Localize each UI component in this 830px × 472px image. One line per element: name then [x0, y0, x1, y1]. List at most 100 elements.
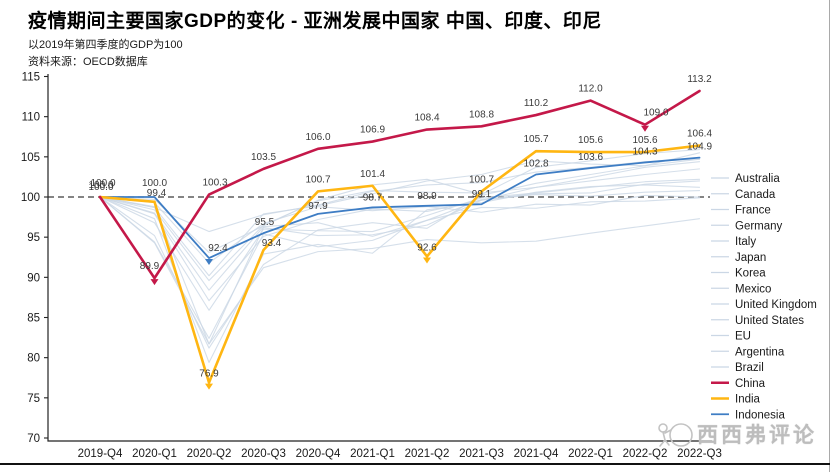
value-label-china: 110.2: [524, 98, 549, 109]
dip-marker-india: [205, 383, 213, 390]
legend-label: India: [735, 394, 761, 406]
legend-label: Australia: [735, 173, 780, 185]
legend-label: Argentina: [735, 346, 785, 358]
value-label-indonesia: 100.0: [142, 178, 167, 189]
value-label-china: 112.0: [578, 84, 603, 95]
value-label-indonesia: 102.8: [523, 159, 548, 170]
y-tick-label: 100: [21, 192, 40, 204]
value-label-indonesia: 99.1: [472, 189, 492, 200]
legend-label: EU: [735, 331, 751, 343]
legend-item-france: France: [711, 205, 771, 217]
value-label-indonesia: 98.9: [417, 191, 437, 202]
series-line-indonesia: [99, 156, 701, 259]
value-label-china: 113.2: [687, 74, 712, 85]
legend-label: Canada: [735, 189, 776, 201]
value-label-indonesia: 103.6: [578, 152, 603, 163]
value-label-china: 89.9: [140, 261, 160, 272]
bottom-border-line: [0, 463, 830, 465]
value-label-india: 93.4: [262, 238, 282, 249]
legend-label: China: [735, 378, 766, 390]
y-tick-label: 75: [27, 393, 40, 405]
value-label-india: 106.4: [687, 129, 712, 140]
series-line-germany: [99, 196, 701, 291]
dip-marker-china: [150, 279, 159, 286]
legend-item-brazil: Brazil: [711, 362, 764, 374]
dip-marker-china: [641, 125, 649, 132]
series-line-united-states: [99, 158, 701, 277]
value-label-indonesia: 92.4: [208, 243, 228, 254]
value-label-india: 105.7: [523, 134, 548, 145]
legend-label: France: [735, 205, 771, 217]
series-line-united-kingdom: [99, 184, 701, 364]
series-line-eu: [99, 178, 701, 311]
y-tick-label: 115: [22, 72, 40, 84]
value-label-indonesia: 104.3: [632, 146, 657, 157]
x-tick-label: 2021-Q2: [405, 448, 450, 460]
value-label-china: 103.5: [251, 152, 276, 163]
value-label-indonesia: 95.5: [255, 217, 275, 228]
y-tick-label: 85: [27, 312, 40, 324]
legend-label: Korea: [735, 268, 766, 280]
value-label-india: 105.6: [578, 135, 603, 146]
legend-item-canada: Canada: [711, 189, 776, 201]
value-label-india: 100.0: [88, 182, 113, 193]
x-tick-label: 2022-Q1: [568, 448, 613, 460]
page-title: 疫情期间主要国家GDP的变化 - 亚洲发展中国家 中国、印度、印尼: [28, 11, 602, 32]
chart-header: 疫情期间主要国家GDP的变化 - 亚洲发展中国家 中国、印度、印尼 以2019年…: [28, 6, 602, 69]
value-label-india: 101.4: [360, 169, 385, 180]
y-tick-label: 105: [21, 152, 40, 164]
legend-item-eu: EU: [711, 331, 751, 343]
dip-marker-indonesia: [205, 259, 213, 266]
legend-item-argentina: Argentina: [711, 346, 785, 358]
value-label-indonesia: 104.9: [687, 142, 712, 153]
legend-item-india: India: [711, 394, 761, 406]
series-line-brazil: [99, 161, 701, 282]
value-label-china: 106.0: [305, 132, 330, 143]
x-tick-label: 2022-Q3: [677, 448, 722, 460]
series-line-australia: [99, 149, 701, 253]
y-tick-label: 70: [27, 433, 40, 445]
value-label-india: 76.9: [199, 369, 219, 380]
legend-label: Japan: [735, 252, 766, 264]
legend-item-italy: Italy: [711, 236, 756, 248]
value-label-china: 108.8: [469, 109, 494, 120]
legend-item-indonesia: Indonesia: [711, 409, 785, 421]
legend: Australia Canada France Germany Italy Japan Ko…: [711, 173, 817, 421]
axis-spines: [47, 74, 712, 442]
x-tick-label: 2022-Q2: [623, 448, 668, 460]
value-label-india: 100.7: [469, 174, 494, 185]
x-tick-label: 2021-Q3: [459, 448, 504, 460]
series-line-china: [98, 89, 701, 280]
legend-label: Mexico: [735, 283, 771, 295]
legend-label: Germany: [735, 220, 783, 232]
dip-marker-india: [423, 257, 431, 264]
series-line-india: [98, 144, 701, 384]
series-line-argentina: [99, 152, 701, 349]
legend-item-china: China: [711, 378, 766, 390]
x-tick-label: 2020-Q3: [241, 448, 286, 460]
value-label-china: 106.9: [360, 125, 385, 136]
sisyphus-logo-icon: [658, 423, 693, 447]
value-label-china: 108.4: [414, 113, 439, 124]
x-tick-label: 2020-Q4: [296, 448, 341, 460]
y-tick-label: 95: [27, 232, 40, 244]
watermark-text: 西西弗评论: [697, 424, 817, 447]
value-label-indonesia: 97.9: [308, 201, 328, 212]
legend-label: Brazil: [735, 362, 764, 374]
watermark: 西西弗评论: [653, 418, 817, 450]
x-tick-label: 2020-Q1: [132, 448, 177, 460]
x-tick-label: 2021-Q4: [514, 448, 559, 460]
legend-item-united-states: United States: [711, 315, 804, 327]
legend-item-germany: Germany: [711, 220, 783, 232]
chart-subtitle: 以2019年第四季度的GDP为100: [28, 39, 183, 51]
legend-label: United States: [735, 315, 804, 327]
value-label-indonesia: 100.0: [90, 178, 115, 189]
value-label-india: 99.4: [147, 188, 167, 199]
value-label-china: 100.3: [202, 178, 227, 189]
legend-label: United Kingdom: [735, 299, 817, 311]
value-label-china: 100.0: [88, 180, 113, 191]
series-line-mexico: [99, 196, 701, 345]
y-tick-label: 90: [27, 272, 40, 284]
value-label-india: 92.6: [417, 242, 437, 253]
value-label-indonesia: 98.7: [363, 192, 383, 203]
